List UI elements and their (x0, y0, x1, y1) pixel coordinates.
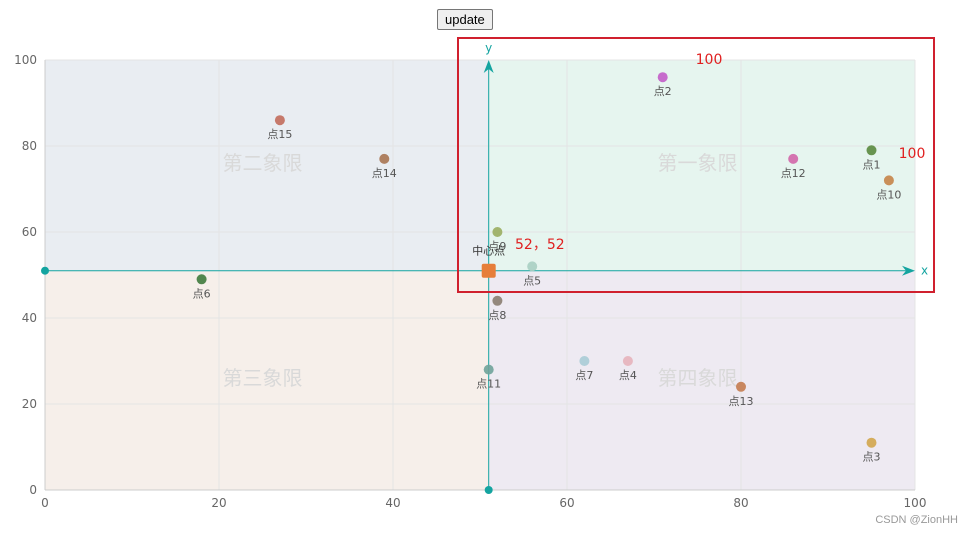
center-point-marker (481, 263, 496, 278)
y-tick-label: 80 (22, 139, 37, 153)
y-tick-label: 20 (22, 397, 37, 411)
highlight-box (457, 37, 935, 293)
scatter-point (579, 356, 590, 366)
scatter-point (274, 115, 285, 126)
scatter-point (492, 227, 503, 237)
scatter-point (622, 356, 633, 366)
x-tick-label: 0 (41, 496, 49, 510)
annotation-top-value: 100 (696, 52, 723, 68)
quadrant-third-area (45, 270, 489, 490)
point-label: 点1 (863, 158, 881, 171)
scatter-point (736, 381, 746, 392)
x-tick-label: 60 (559, 496, 574, 510)
scatter-point (883, 175, 894, 186)
y-tick-label: 40 (22, 311, 37, 325)
annotation-center-value: 52，52 (515, 237, 565, 253)
x-tick-label: 20 (211, 496, 226, 510)
point-label: 点6 (193, 287, 211, 300)
scatter-point (527, 261, 538, 272)
point-label: 点5 (523, 274, 541, 287)
point-label: 点11 (476, 378, 501, 391)
point-label: 点2 (654, 85, 672, 98)
x-tick-label: 100 (904, 496, 927, 510)
quadrant-second-label: 第二象限 (223, 151, 303, 175)
scatter-point (196, 274, 207, 285)
quadrant-fourth-area (488, 270, 915, 490)
quadrant-first-label: 第一象限 (658, 151, 738, 175)
scatter-point (866, 437, 877, 448)
point-label: 点10 (876, 188, 901, 201)
point-label: 点14 (372, 167, 397, 180)
point-label: 点15 (267, 128, 292, 141)
scatter-point (379, 153, 390, 164)
update-button[interactable]: update (437, 9, 493, 30)
annotation-right-value: 100 (899, 146, 926, 162)
point-label: 点12 (781, 167, 806, 180)
scatter-point (657, 72, 668, 83)
quadrant-second-area (45, 60, 489, 271)
y-tick-label: 60 (22, 225, 37, 239)
y-axis-arrow (483, 60, 494, 73)
point-label: 点3 (863, 451, 881, 464)
y-axis-start-dot (484, 486, 493, 494)
x-axis-arrow (902, 265, 915, 276)
csdn-watermark: CSDN @ZionHH (875, 514, 958, 526)
point-label: 点4 (619, 369, 637, 382)
quadrant-third-label: 第三象限 (223, 366, 303, 390)
scatter-point (492, 295, 503, 306)
scatter-point (483, 364, 494, 375)
point-label: 点13 (729, 395, 754, 408)
point-label: 点7 (575, 369, 593, 382)
x-axis-name: x (921, 264, 928, 278)
y-tick-label: 0 (29, 483, 37, 497)
point-label: 点9 (488, 240, 506, 253)
point-label: 点8 (488, 309, 506, 322)
center-point-label: 中心点 (472, 245, 505, 258)
quadrant-first-area (488, 60, 915, 271)
scatter-point (866, 145, 877, 156)
x-tick-label: 40 (385, 496, 400, 510)
quadrant-fourth-label: 第四象限 (658, 366, 738, 390)
y-axis-name: y (485, 41, 492, 55)
x-axis-start-dot (41, 266, 49, 275)
x-tick-label: 80 (733, 496, 748, 510)
y-tick-label: 100 (14, 53, 37, 67)
scatter-point (788, 153, 799, 164)
